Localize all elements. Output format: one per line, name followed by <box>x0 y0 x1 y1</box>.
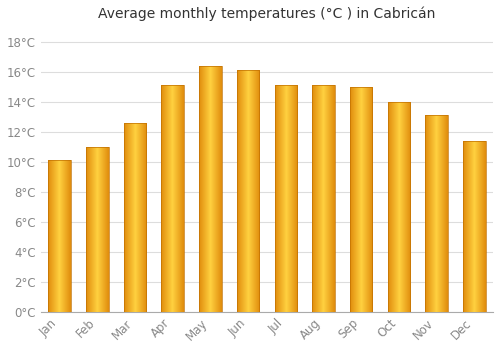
Bar <box>312 85 335 312</box>
Bar <box>388 102 410 312</box>
Bar <box>274 85 297 312</box>
Bar <box>86 147 108 312</box>
Title: Average monthly temperatures (°C ) in Cabricán: Average monthly temperatures (°C ) in Ca… <box>98 7 435 21</box>
Bar <box>350 87 372 312</box>
Bar <box>199 66 222 312</box>
Bar <box>124 123 146 312</box>
Bar <box>425 115 448 312</box>
Bar <box>463 141 485 312</box>
Bar <box>48 160 71 312</box>
Bar <box>237 70 260 312</box>
Bar <box>162 85 184 312</box>
